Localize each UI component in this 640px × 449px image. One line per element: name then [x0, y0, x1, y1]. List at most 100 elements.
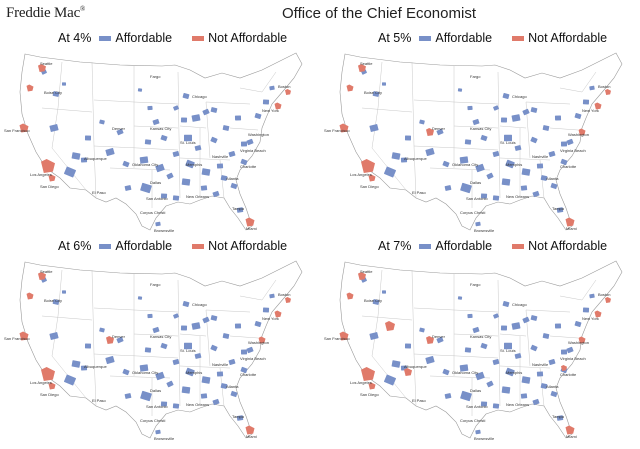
city-label-tampa: Tampa	[552, 206, 565, 211]
affordable-region	[240, 158, 248, 166]
affordable-region	[501, 386, 511, 394]
not-affordable-region-san-francisco	[339, 123, 349, 133]
freddie-mac-logo: Freddie Mac®	[6, 5, 85, 22]
city-label-boise: Boise City	[364, 298, 382, 303]
city-label-losangeles: Los Angeles	[350, 172, 372, 177]
state-border	[137, 355, 179, 359]
affordable-region	[240, 349, 248, 355]
not-affordable-label: Not Affordable	[528, 31, 608, 45]
city-label-sanantonio: San Antonio	[466, 404, 488, 409]
affordable-region	[582, 307, 590, 313]
state-border	[239, 295, 263, 301]
city-label-charlotte: Charlotte	[240, 164, 257, 169]
affordable-region	[425, 355, 435, 365]
us-outline	[339, 52, 623, 231]
city-label-denver: Denver	[432, 126, 446, 131]
city-label-losangeles: Los Angeles	[30, 380, 52, 385]
not-affordable-region-seattle	[358, 64, 366, 72]
city-label-seattle: Seattle	[360, 61, 373, 66]
legend: At 7% Affordable Not Affordable	[378, 238, 607, 254]
affordable-region	[532, 190, 540, 198]
not-affordable-region-miami	[245, 425, 255, 435]
state-border	[453, 101, 499, 105]
city-label-kansascity: Kansas City	[470, 334, 491, 339]
affordable-region	[230, 182, 238, 190]
state-border	[581, 279, 597, 301]
state-border	[177, 71, 181, 199]
affordable-region	[216, 371, 224, 377]
city-label-boston: Boston	[278, 292, 290, 297]
affordable-region	[202, 316, 210, 324]
city-label-elpaso: El Paso	[92, 190, 107, 195]
city-label-miami: Miami	[566, 226, 577, 231]
affordable-region	[147, 313, 153, 319]
city-label-chicago: Chicago	[512, 302, 527, 307]
affordable-region	[228, 358, 236, 366]
affordable-region	[166, 172, 174, 180]
affordable-region	[155, 163, 165, 173]
affordable-region	[550, 390, 558, 398]
not-affordable-region-miami	[565, 217, 575, 227]
affordable-region	[400, 157, 408, 163]
not-affordable-region-san-francisco	[339, 331, 349, 341]
affordable-region	[530, 344, 538, 352]
affordable-swatch	[419, 35, 432, 41]
affordable-swatch	[99, 243, 112, 249]
affordable-region	[548, 150, 556, 158]
legend: At 6% Affordable Not Affordable	[58, 238, 287, 254]
city-label-charlotte: Charlotte	[560, 372, 577, 377]
affordable-region	[486, 172, 494, 180]
affordable-region	[384, 374, 396, 386]
affordable-region	[116, 128, 124, 136]
city-label-memphis: Memphis	[506, 162, 522, 167]
city-label-oklahoma: Oklahoma City	[452, 370, 478, 375]
state-border	[51, 107, 87, 191]
affordable-region	[493, 313, 499, 319]
state-border	[497, 279, 501, 407]
city-label-charlotte: Charlotte	[560, 164, 577, 169]
affordable-region	[511, 114, 521, 122]
affordable-region	[520, 393, 528, 399]
state-border	[499, 333, 527, 337]
not-affordable-region-san-francisco	[19, 331, 29, 341]
city-label-corpus: Corpus Christi	[460, 210, 485, 215]
city-label-newyork: New York	[262, 108, 279, 113]
affordable-region	[419, 119, 425, 125]
affordable-swatch	[419, 243, 432, 249]
city-label-virginiabeach: Virginia Beach	[560, 356, 586, 361]
affordable-region	[504, 134, 512, 142]
affordable-region	[554, 115, 562, 121]
affordable-region	[191, 322, 201, 330]
not-affordable-region-washington	[258, 336, 266, 344]
affordable-region	[542, 333, 550, 339]
city-label-miami: Miami	[246, 226, 257, 231]
state-border	[261, 279, 277, 301]
affordable-region	[147, 105, 153, 111]
affordable-region	[492, 151, 500, 157]
state-border	[371, 315, 407, 399]
affordable-region	[262, 307, 270, 313]
affordable-region	[234, 323, 242, 329]
city-label-boston: Boston	[278, 84, 290, 89]
state-border	[93, 99, 135, 103]
affordable-region	[139, 156, 149, 164]
affordable-region	[522, 108, 530, 116]
not-affordable-region-new-york	[594, 310, 602, 318]
city-label-sanantonio: San Antonio	[146, 404, 168, 409]
affordable-region	[492, 195, 500, 201]
affordable-region	[222, 333, 230, 339]
affordable-region	[501, 178, 511, 186]
affordable-region	[480, 401, 488, 407]
affordable-region	[240, 366, 248, 374]
state-border	[377, 269, 383, 317]
affordable-region	[381, 290, 387, 294]
state-border	[413, 353, 459, 357]
city-label-boise: Boise City	[44, 298, 62, 303]
state-border	[413, 99, 455, 103]
city-label-denver: Denver	[112, 126, 126, 131]
affordable-region	[137, 88, 143, 92]
affordable-region	[140, 182, 152, 194]
affordable-region	[475, 221, 481, 227]
not-affordable-region-charlotte	[561, 365, 567, 371]
city-label-stlouis: St. Louis	[180, 348, 196, 353]
